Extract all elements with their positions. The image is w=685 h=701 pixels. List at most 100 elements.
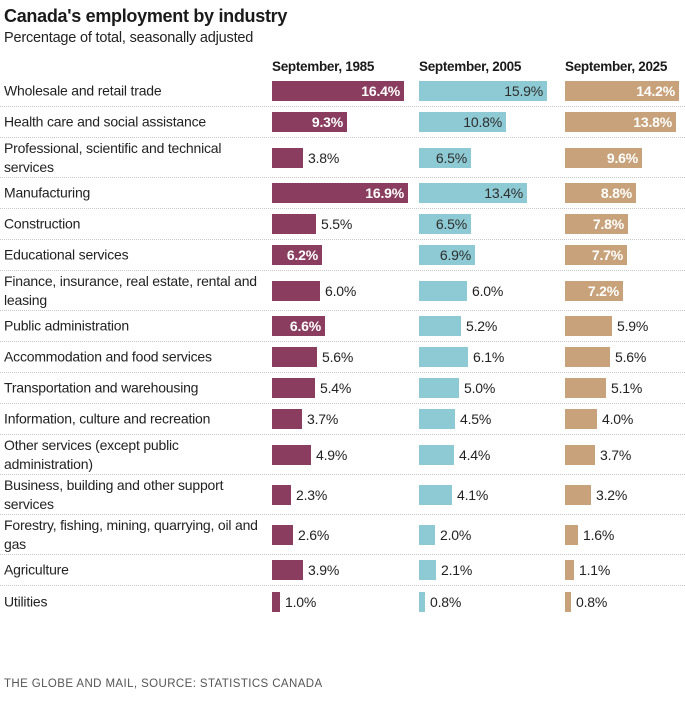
column-header-2025: September, 2025 [565,59,668,74]
bar-2025-educational-services [565,245,627,265]
bar-2005-construction [419,214,471,234]
data-label: 7.8% [592,216,624,232]
category-label: Professional, scientific and technical s… [4,139,222,175]
bar-2005-transportation-and-warehousing [419,378,459,398]
data-label: 2.6% [298,526,330,543]
data-label: 5.4% [320,380,352,396]
data-label: 3.2% [596,486,628,503]
bar-2025-professional-scientific-and-technical-services [565,147,642,168]
data-label: 13.8% [633,114,672,130]
chart-row-forestry-fishing-mining-quarrying-oil-and-gas: Forestry, fishing, mining, quarrying, oi… [0,515,685,555]
bar-1985-information-culture-and-recreation [272,409,302,429]
category-label: Manufacturing [4,184,91,201]
data-label: 6.0% [472,282,504,299]
data-label: 6.2% [286,247,318,263]
data-label: 2.0% [440,526,472,543]
category-label: Accommodation and food services [4,348,212,365]
category-label: Other services (except public administra… [4,436,179,472]
data-label: 2.1% [441,562,473,578]
category-label: Wholesale and retail trade [4,82,162,99]
bar-1985-finance-insurance-real-estate-rental-and-leasing [272,280,320,301]
bar-2005-business-building-and-other-support-services [419,484,452,505]
chart-row-health-care-and-social-assistance: Health care and social assistance 9.3% 10.… [0,107,685,138]
bar-2005-accommodation-and-food-services [419,347,468,367]
data-label: 4.4% [459,446,491,463]
source-credit: THE GLOBE AND MAIL, SOURCE: STATISTICS C… [4,678,323,690]
bar-1985-other-services-except-public-administration [272,444,311,465]
data-label: 2.3% [296,486,328,503]
data-label: 4.9% [316,446,348,463]
data-label: 6.6% [289,318,321,334]
bar-2005-manufacturing [419,183,527,203]
data-label: 5.5% [321,216,353,232]
bar-2005-information-culture-and-recreation [419,409,455,429]
chart-row-transportation-and-warehousing: Transportation and warehousing 5.4% 5.0% 5.… [0,373,685,404]
data-label: 6.5% [435,216,467,232]
bar-1985-utilities [272,591,280,612]
bar-2025-other-services-except-public-administration [565,444,595,465]
bar-2025-accommodation-and-food-services [565,347,610,367]
bar-2005-utilities [419,591,425,612]
chart-row-business-building-and-other-support-services: Business, building and other support ser… [0,475,685,515]
data-label: 9.6% [606,149,638,166]
bar-1985-manufacturing [272,183,408,203]
chart-row-professional-scientific-and-technical-services: Professional, scientific and technical s… [0,138,685,178]
data-label: 4.0% [602,411,634,427]
chart-row-utilities: Utilities 1.0% 0.8% 0.8% [0,586,685,617]
category-label: Finance, insurance, real estate, rental … [4,272,257,308]
bar-2025-information-culture-and-recreation [565,409,597,429]
bar-2005-finance-insurance-real-estate-rental-and-leasing [419,280,467,301]
category-label: Business, building and other support ser… [4,476,224,512]
data-label: 9.3% [311,114,343,130]
data-label: 3.8% [308,149,340,166]
bar-2025-construction [565,214,628,234]
data-label: 1.1% [579,562,611,578]
bar-1985-accommodation-and-food-services [272,347,317,367]
data-label: 3.9% [308,562,340,578]
data-label: 16.4% [361,83,400,99]
column-header-2005: September, 2005 [419,59,522,74]
bar-2005-public-administration [419,316,461,336]
bar-2025-business-building-and-other-support-services [565,484,591,505]
category-label: Forestry, fishing, mining, quarrying, oi… [4,516,258,552]
data-label: 4.5% [460,411,492,427]
data-label: 1.6% [583,526,615,543]
data-label: 5.9% [617,318,649,334]
data-label: 0.8% [576,593,608,610]
category-label: Transportation and warehousing [4,379,199,396]
data-label: 3.7% [307,411,339,427]
bar-1985-wholesale-and-retail-trade [272,81,404,101]
chart-row-information-culture-and-recreation: Information, culture and recreation 3.7% 4… [0,404,685,435]
chart-row-educational-services: Educational services 6.2% 6.9% 7.7% [0,240,685,271]
data-label: 0.8% [430,593,462,610]
data-label: 13.4% [484,185,523,201]
data-label: 15.9% [504,83,543,99]
data-label: 6.5% [435,149,467,166]
bar-2005-forestry-fishing-mining-quarrying-oil-and-gas [419,524,435,545]
bar-1985-forestry-fishing-mining-quarrying-oil-and-gas [272,524,293,545]
bar-1985-agriculture [272,560,303,580]
category-label: Public administration [4,317,129,334]
data-label: 3.7% [600,446,632,463]
bar-2005-agriculture [419,560,436,580]
chart-row-other-services-except-public-administration: Other services (except public administra… [0,435,685,475]
chart-row-agriculture: Agriculture 3.9% 2.1% 1.1% [0,555,685,586]
data-label: 14.2% [636,83,675,99]
chart-row-manufacturing: Manufacturing 16.9% 13.4% 8.8% [0,178,685,209]
bar-2025-finance-insurance-real-estate-rental-and-leasing [565,280,623,301]
bar-2025-transportation-and-warehousing [565,378,606,398]
data-label: 4.1% [457,486,489,503]
bar-1985-transportation-and-warehousing [272,378,315,398]
bar-2025-agriculture [565,560,574,580]
bar-2005-other-services-except-public-administration [419,444,454,465]
data-label: 5.6% [615,349,647,365]
column-header-1985: September, 1985 [272,59,375,74]
category-label: Information, culture and recreation [4,410,211,427]
chart-row-finance-insurance-real-estate-rental-and-leasing: Finance, insurance, real estate, rental … [0,271,685,311]
data-label: 6.9% [439,247,471,263]
data-label: 8.8% [600,185,632,201]
bar-1985-educational-services [272,245,322,265]
chart-row-construction: Construction 5.5% 6.5% 7.8% [0,209,685,240]
data-label: 5.2% [466,318,498,334]
chart-row-accommodation-and-food-services: Accommodation and food services 5.6% 6.1% 5… [0,342,685,373]
